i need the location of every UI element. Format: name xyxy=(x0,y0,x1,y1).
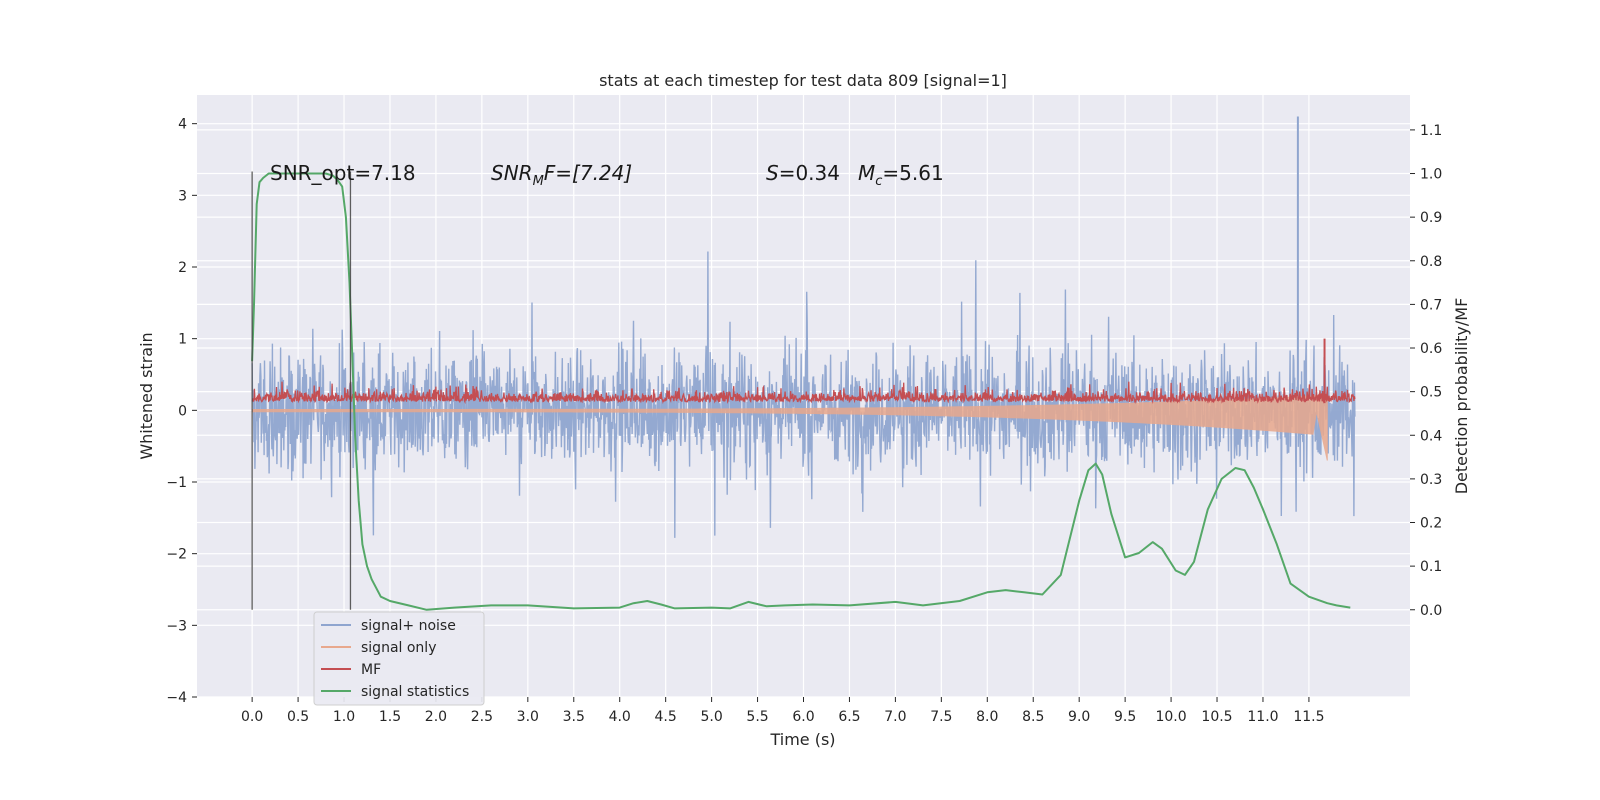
x-tick-label: 2.0 xyxy=(425,709,447,725)
x-tick-label: 11.0 xyxy=(1247,709,1278,725)
x-tick-label: 6.0 xyxy=(792,709,814,725)
y-tick-label-left: −2 xyxy=(166,547,187,563)
x-tick-label: 2.5 xyxy=(471,709,493,725)
x-tick-label: 6.5 xyxy=(838,709,860,725)
x-tick-label: 10.5 xyxy=(1201,709,1232,725)
snr-mf-annotation: SNRMF=[7.24] xyxy=(491,161,632,189)
y-tick-label-left: −3 xyxy=(166,618,187,634)
y-tick-label-right: 1.1 xyxy=(1420,123,1442,139)
series-mf-line xyxy=(251,381,1356,405)
legend-label-signal-statistics: signal statistics xyxy=(361,684,469,700)
x-tick-label: 7.0 xyxy=(884,709,906,725)
x-tick-label: 5.0 xyxy=(700,709,722,725)
y-tick-label-left: 3 xyxy=(178,188,187,204)
x-tick-label: 4.5 xyxy=(655,709,677,725)
legend-box xyxy=(313,611,485,706)
y-tick-label-left: −1 xyxy=(166,475,187,491)
x-tick-label: 4.0 xyxy=(609,709,631,725)
vertical-markers xyxy=(251,171,352,610)
y-tick-label-right: 0.1 xyxy=(1420,559,1442,575)
y-tick-label-right: 0.7 xyxy=(1420,297,1442,313)
x-tick-label: 0.0 xyxy=(241,709,263,725)
series-signal-statistics-line xyxy=(251,172,1351,611)
x-tick-label: 8.0 xyxy=(976,709,998,725)
x-tick-label: 9.0 xyxy=(1068,709,1090,725)
x-tick-label: 3.5 xyxy=(563,709,585,725)
x-tick-label: 11.5 xyxy=(1293,709,1324,725)
x-tick-label: 5.5 xyxy=(746,709,768,725)
legend-label-mf: MF xyxy=(361,662,381,678)
s-annotation: S=0.34 xyxy=(766,161,840,185)
y-tick-label-right: 1.0 xyxy=(1420,167,1442,183)
y-tick-label-left: 4 xyxy=(178,117,187,133)
y-tick-label-right: 0.4 xyxy=(1420,428,1442,444)
axes: 0.0 0.5 1.0 1.5 2.0 2.5 3.0 3.5 4.0 4.5 5.0 5.5 6.0 6… xyxy=(166,117,1442,725)
y-tick-label-right: 0.8 xyxy=(1420,254,1442,270)
y-tick-label-right: 0.6 xyxy=(1420,341,1442,357)
y-tick-label-left: −4 xyxy=(166,690,187,706)
x-tick-label: 3.0 xyxy=(517,709,539,725)
mc-annotation: Mc=5.61 xyxy=(858,161,944,189)
legend: signal+ noise signal only MF signal stat… xyxy=(313,611,485,706)
x-tick-label: 1.5 xyxy=(379,709,401,725)
x-axis-label: Time (s) xyxy=(769,730,835,749)
y-axis-label-left: Whitened strain xyxy=(137,332,156,459)
x-tick-label: 7.5 xyxy=(930,709,952,725)
x-tick-label: 10.0 xyxy=(1155,709,1186,725)
x-tick-label: 0.5 xyxy=(287,709,309,725)
y-tick-label-left: 1 xyxy=(178,332,187,348)
y-tick-label-right: 0.9 xyxy=(1420,210,1442,226)
x-tick-label: 1.0 xyxy=(333,709,355,725)
chart-title: stats at each timestep for test data 809… xyxy=(599,71,1007,90)
legend-label-signal-only: signal only xyxy=(361,640,436,656)
y-tick-label-right: 0.2 xyxy=(1420,516,1442,532)
y-tick-label-right: 0.5 xyxy=(1420,385,1442,401)
y-tick-label-right: 0.0 xyxy=(1420,603,1442,619)
snr-opt-annotation: SNR_opt=7.18 xyxy=(270,161,416,185)
x-tick-label: 8.5 xyxy=(1022,709,1044,725)
x-tick-label: 9.5 xyxy=(1114,709,1136,725)
y-tick-label-left: 0 xyxy=(178,403,187,419)
y-axis-label-right: Detection probability/MF xyxy=(1452,298,1471,495)
legend-label-signal-noise: signal+ noise xyxy=(361,618,456,634)
y-tick-label-left: 2 xyxy=(178,260,187,276)
y-tick-label-right: 0.3 xyxy=(1420,472,1442,488)
data-layer xyxy=(251,116,1356,611)
series-signal-only-area xyxy=(251,394,1328,461)
